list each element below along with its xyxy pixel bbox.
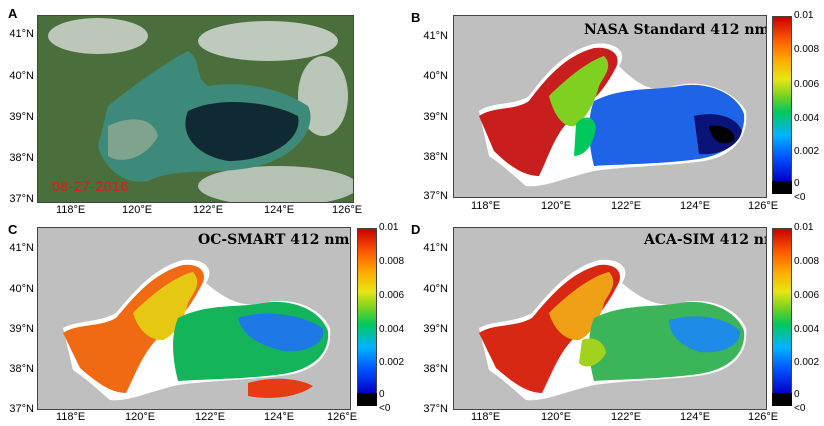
- colorbar-tick-label: <0: [794, 403, 806, 414]
- colorbar-tick-label: 0.006: [379, 290, 405, 301]
- colorbar-tick-label: 0.002: [794, 357, 820, 368]
- colorbar-tick-label: 0.008: [794, 44, 820, 55]
- image-date: 08-27-2016: [52, 178, 129, 194]
- lon-tick-label: 120°E: [541, 200, 572, 212]
- colorbar-negative-swatch: [772, 393, 792, 406]
- lon-tick-label: 118°E: [471, 200, 501, 212]
- lat-tick-label: 39°N: [423, 323, 448, 335]
- lon-tick-label: 126°E: [748, 200, 779, 212]
- aca-sim-412-map: ACA-SIM 412 nm: [453, 227, 767, 410]
- colorbar-tick-label: 0.006: [794, 79, 820, 90]
- lat-tick-label: 40°N: [9, 283, 34, 295]
- lon-tick-label: 118°E: [471, 411, 501, 423]
- lon-tick-label: 120°E: [541, 411, 572, 423]
- lon-tick-label: 126°E: [748, 411, 779, 423]
- colorbar-tick-label: <0: [379, 403, 391, 414]
- lat-tick-label: 37°N: [9, 193, 34, 205]
- lon-tick-label: 120°E: [125, 411, 156, 423]
- lat-tick-label: 39°N: [9, 323, 34, 335]
- panel-label: B: [411, 10, 421, 25]
- lon-tick-label: 124°E: [680, 411, 711, 423]
- panel-label: C: [8, 222, 18, 237]
- colorbar-tick-label: 0: [794, 178, 800, 189]
- lat-tick-label: 41°N: [423, 30, 448, 42]
- colorbar-tick-label: 0.004: [379, 324, 405, 335]
- lat-tick-label: 40°N: [423, 70, 448, 82]
- lon-tick-label: 122°E: [611, 200, 642, 212]
- lon-tick-label: 126°E: [327, 411, 358, 423]
- colorbar-tick-label: 0.008: [794, 256, 820, 267]
- colorbar-tick-label: 0.002: [794, 146, 820, 157]
- colorbar: [772, 228, 792, 394]
- lat-tick-label: 41°N: [423, 242, 448, 254]
- colorbar-tick-label: 0.004: [794, 324, 820, 335]
- panel-title: OC-SMART 412 nm: [198, 232, 350, 248]
- lon-tick-label: 118°E: [56, 204, 86, 216]
- colorbar-tick-label: 0.01: [379, 222, 399, 233]
- colorbar-tick-label: 0.002: [379, 357, 405, 368]
- colorbar-tick-label: 0.006: [794, 290, 820, 301]
- colorbar-negative-swatch: [772, 181, 792, 194]
- lat-tick-label: 37°N: [9, 403, 34, 415]
- lon-tick-label: 124°E: [680, 200, 711, 212]
- colorbar-tick-label: 0.01: [794, 10, 814, 21]
- panel-label: D: [411, 222, 421, 237]
- colorbar-tick-label: <0: [794, 192, 806, 203]
- colorbar: [357, 228, 377, 394]
- lat-tick-label: 38°N: [423, 363, 448, 375]
- lat-tick-label: 41°N: [9, 242, 34, 254]
- lat-tick-label: 37°N: [423, 190, 448, 202]
- lon-tick-label: 126°E: [332, 204, 363, 216]
- lon-tick-label: 122°E: [193, 204, 224, 216]
- colorbar-negative-swatch: [357, 393, 377, 406]
- lon-tick-label: 122°E: [611, 411, 642, 423]
- panel-title: ACA-SIM 412 nm: [644, 232, 767, 248]
- lon-tick-label: 124°E: [264, 411, 295, 423]
- lat-tick-label: 40°N: [423, 283, 448, 295]
- true-color-satellite-image: 08-27-2016: [37, 15, 354, 203]
- lon-tick-label: 124°E: [264, 204, 295, 216]
- lat-tick-label: 40°N: [9, 70, 34, 82]
- colorbar: [772, 16, 792, 182]
- lat-tick-label: 39°N: [9, 111, 34, 123]
- lat-tick-label: 38°N: [423, 151, 448, 163]
- lon-tick-label: 118°E: [56, 411, 86, 423]
- lat-tick-label: 37°N: [423, 403, 448, 415]
- colorbar-tick-label: 0.01: [794, 222, 814, 233]
- lat-tick-label: 39°N: [423, 111, 448, 123]
- lon-tick-label: 120°E: [122, 204, 153, 216]
- lat-tick-label: 41°N: [9, 28, 34, 40]
- lat-tick-label: 38°N: [9, 363, 34, 375]
- colorbar-tick-label: 0.004: [794, 113, 820, 124]
- nasa-standard-412-map: NASA Standard 412 nm: [453, 15, 767, 198]
- colorbar-tick-label: 0: [379, 389, 385, 400]
- lon-tick-label: 122°E: [195, 411, 226, 423]
- colorbar-tick-label: 0.008: [379, 256, 405, 267]
- panel-title: NASA Standard 412 nm: [584, 22, 767, 38]
- colorbar-tick-label: 0: [794, 389, 800, 400]
- oc-smart-412-map: OC-SMART 412 nm: [37, 227, 351, 410]
- lat-tick-label: 38°N: [9, 152, 34, 164]
- panel-label: A: [8, 6, 18, 21]
